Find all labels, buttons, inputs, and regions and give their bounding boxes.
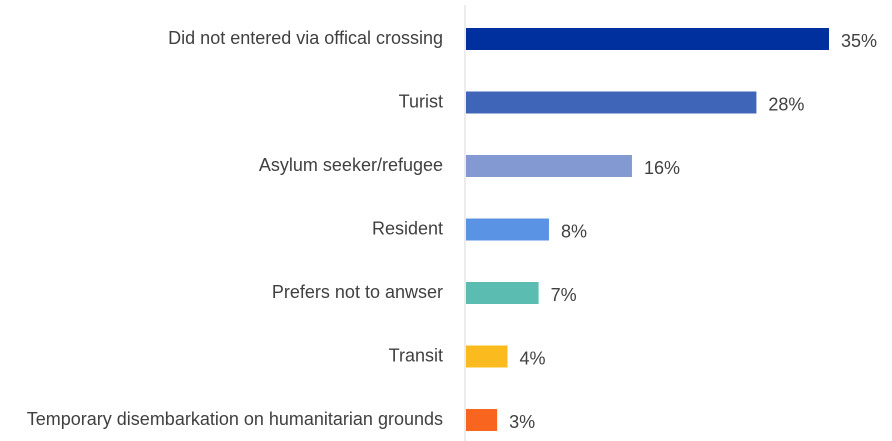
value-label-temporary-disembarkation-on-humanitarian-grounds: 3% — [509, 412, 535, 432]
bars-group — [466, 28, 829, 431]
bar-transit — [466, 345, 508, 368]
value-label-turist: 28% — [768, 94, 804, 114]
value-labels-group: 35% 28% 16% 8% 7% 4% 3% — [509, 31, 877, 432]
category-label-prefers-not-to-anwser: Prefers not to anwser — [272, 282, 443, 302]
category-labels-group: Did not entered via offical crossing Turi… — [27, 28, 443, 429]
category-label-resident: Resident — [372, 218, 443, 238]
bar-did-not-entered-via-offical-crossing — [466, 28, 829, 50]
category-label-did-not-entered-via-offical-crossing: Did not entered via offical crossing — [168, 28, 443, 48]
category-label-turist: Turist — [399, 91, 443, 111]
bar-asylum-seeker-refugee — [466, 155, 632, 177]
bar-temporary-disembarkation-on-humanitarian-grounds — [466, 409, 498, 431]
bar-prefers-not-to-anwser — [466, 282, 539, 304]
bar-turist — [466, 91, 757, 114]
bar-resident — [466, 218, 549, 241]
value-label-prefers-not-to-anwser: 7% — [551, 285, 577, 305]
value-label-did-not-entered-via-offical-crossing: 35% — [841, 31, 877, 51]
value-label-resident: 8% — [561, 221, 587, 241]
category-label-asylum-seeker-refugee: Asylum seeker/refugee — [259, 155, 443, 175]
value-label-asylum-seeker-refugee: 16% — [644, 158, 680, 178]
value-label-transit: 4% — [519, 348, 545, 368]
category-label-temporary-disembarkation-on-humanitarian-grounds: Temporary disembarkation on humanitarian… — [27, 409, 443, 429]
category-label-transit: Transit — [389, 345, 443, 365]
